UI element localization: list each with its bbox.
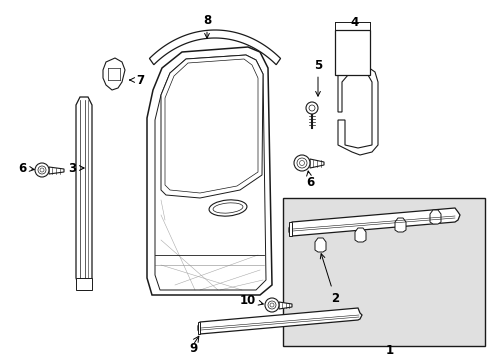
Polygon shape (394, 218, 405, 232)
Polygon shape (354, 228, 365, 242)
Bar (334, 30, 369, 75)
Text: 6: 6 (18, 162, 34, 175)
Polygon shape (103, 58, 125, 90)
Text: 4: 4 (350, 15, 358, 28)
Polygon shape (288, 222, 291, 236)
Ellipse shape (209, 200, 246, 216)
Polygon shape (76, 97, 92, 290)
Bar (283, 198, 484, 346)
Text: 1: 1 (385, 343, 393, 356)
Polygon shape (76, 278, 92, 290)
Circle shape (305, 102, 317, 114)
Polygon shape (164, 59, 258, 193)
Text: 6: 6 (305, 171, 313, 189)
Polygon shape (198, 322, 200, 334)
Circle shape (35, 163, 49, 177)
Text: 9: 9 (188, 342, 197, 355)
Text: 8: 8 (203, 14, 211, 38)
Polygon shape (147, 47, 271, 295)
Polygon shape (198, 308, 361, 334)
Text: 3: 3 (68, 162, 84, 175)
Text: 2: 2 (320, 254, 338, 305)
Polygon shape (314, 238, 325, 252)
Polygon shape (279, 302, 291, 309)
Text: 5: 5 (313, 59, 322, 96)
Text: 10: 10 (240, 293, 263, 306)
Polygon shape (149, 30, 280, 65)
Polygon shape (49, 167, 64, 174)
Polygon shape (337, 65, 377, 155)
Polygon shape (429, 210, 440, 224)
Circle shape (293, 155, 309, 171)
Text: 7: 7 (129, 73, 144, 86)
Polygon shape (309, 159, 324, 168)
Polygon shape (288, 208, 459, 236)
Circle shape (264, 298, 279, 312)
Polygon shape (161, 55, 263, 198)
